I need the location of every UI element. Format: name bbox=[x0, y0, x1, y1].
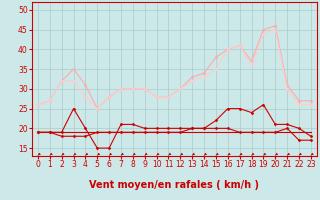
X-axis label: Vent moyen/en rafales ( km/h ): Vent moyen/en rafales ( km/h ) bbox=[89, 180, 260, 190]
